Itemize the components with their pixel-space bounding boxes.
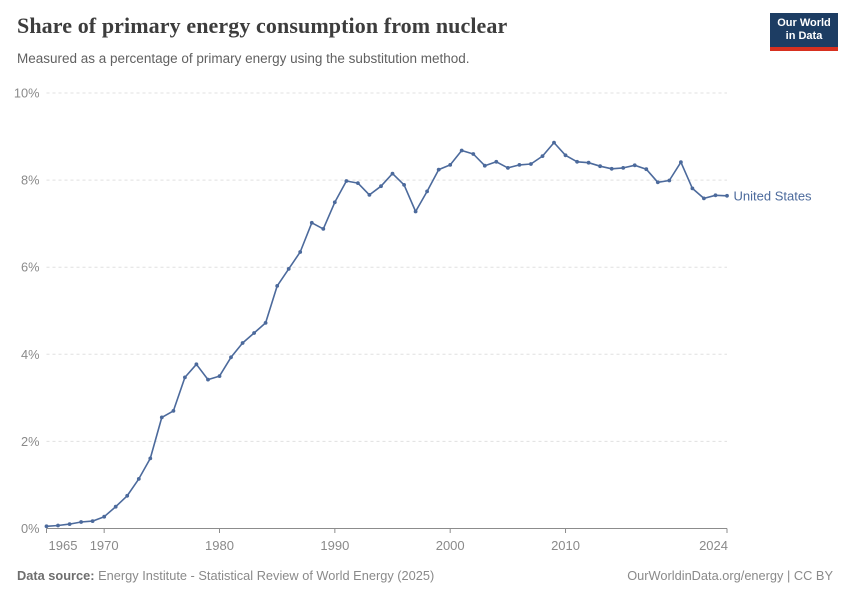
data-point-1973[interactable] bbox=[136, 477, 141, 481]
data-point-2011[interactable] bbox=[575, 159, 579, 164]
data-point-1983[interactable] bbox=[252, 331, 256, 335]
owid-logo-line1: Our World bbox=[777, 17, 831, 29]
data-point-1991[interactable] bbox=[344, 179, 349, 183]
data-point-2016[interactable] bbox=[632, 163, 637, 168]
data-point-1967[interactable] bbox=[67, 522, 72, 526]
y-tick-label-10: 10% bbox=[14, 86, 40, 101]
series-line-united-states[interactable] bbox=[45, 141, 728, 528]
data-point-1976[interactable] bbox=[171, 409, 176, 413]
x-tick-label-2010: 2010 bbox=[551, 538, 580, 553]
y-tick-label-8: 8% bbox=[21, 173, 40, 188]
data-source-text: Energy Institute - Statistical Review of… bbox=[94, 568, 435, 583]
data-point-1981[interactable] bbox=[229, 355, 233, 360]
data-point-2009[interactable] bbox=[552, 140, 556, 145]
data-point-2007[interactable] bbox=[529, 162, 533, 166]
y-tick-label-6: 6% bbox=[21, 260, 40, 275]
data-point-2019[interactable] bbox=[667, 178, 672, 183]
data-point-1994[interactable] bbox=[379, 184, 383, 189]
data-point-2023[interactable] bbox=[713, 193, 718, 198]
data-point-2002[interactable] bbox=[471, 152, 476, 156]
owid-credit-link[interactable]: OurWorldinData.org/energy | CC BY bbox=[627, 568, 833, 583]
data-point-1975[interactable] bbox=[159, 415, 164, 420]
data-point-1987[interactable] bbox=[298, 250, 303, 254]
y-tick-label-2: 2% bbox=[21, 434, 40, 449]
data-point-1998[interactable] bbox=[425, 189, 429, 194]
data-point-1992[interactable] bbox=[356, 181, 360, 186]
data-point-1979[interactable] bbox=[206, 377, 210, 382]
data-point-1988[interactable] bbox=[309, 220, 314, 225]
data-point-1984[interactable] bbox=[263, 321, 268, 325]
data-point-1982[interactable] bbox=[240, 341, 245, 345]
data-point-2014[interactable] bbox=[609, 166, 614, 171]
data-point-2018[interactable] bbox=[655, 180, 660, 185]
data-point-2003[interactable] bbox=[482, 163, 487, 168]
data-point-2020[interactable] bbox=[679, 160, 683, 165]
data-point-1965[interactable] bbox=[44, 524, 49, 529]
owid-logo-line2: in Data bbox=[785, 30, 823, 42]
x-tick-label-1965: 1965 bbox=[49, 538, 78, 553]
owid-logo[interactable]: Our World in Data bbox=[770, 13, 838, 51]
data-point-1969[interactable] bbox=[90, 519, 95, 523]
series-end-label[interactable]: United States bbox=[734, 188, 813, 203]
y-tick-label-4: 4% bbox=[21, 347, 40, 362]
data-point-1971[interactable] bbox=[113, 504, 118, 509]
data-point-2008[interactable] bbox=[540, 154, 545, 159]
data-point-1970[interactable] bbox=[102, 514, 107, 519]
data-point-1995[interactable] bbox=[390, 171, 395, 176]
data-point-1985[interactable] bbox=[275, 284, 280, 288]
data-point-2000[interactable] bbox=[448, 163, 453, 167]
data-point-1972[interactable] bbox=[125, 493, 130, 498]
data-point-2004[interactable] bbox=[494, 159, 499, 164]
data-point-1966[interactable] bbox=[56, 523, 60, 528]
data-source-label: Data source: bbox=[17, 568, 95, 583]
data-point-2010[interactable] bbox=[563, 153, 568, 158]
data-point-2012[interactable] bbox=[586, 160, 591, 165]
data-source-note: Data source: Energy Institute - Statisti… bbox=[17, 568, 434, 583]
data-point-2005[interactable] bbox=[506, 166, 510, 170]
data-point-1999[interactable] bbox=[436, 167, 441, 172]
data-point-2013[interactable] bbox=[598, 164, 602, 169]
data-point-2024[interactable] bbox=[725, 193, 729, 198]
x-tick-label-2024: 2024 bbox=[699, 538, 728, 553]
page-subtitle: Measured as a percentage of primary ener… bbox=[17, 51, 470, 66]
data-point-2006[interactable] bbox=[517, 163, 522, 167]
data-point-1990[interactable] bbox=[332, 200, 337, 205]
x-tick-label-1970: 1970 bbox=[90, 538, 119, 553]
data-point-1978[interactable] bbox=[194, 362, 199, 367]
data-point-1974[interactable] bbox=[148, 456, 153, 461]
data-point-1977[interactable] bbox=[183, 375, 187, 380]
data-point-2021[interactable] bbox=[690, 186, 695, 191]
page-title: Share of primary energy consumption from… bbox=[17, 13, 508, 38]
data-point-1986[interactable] bbox=[286, 267, 291, 271]
data-point-2015[interactable] bbox=[621, 166, 626, 170]
data-point-1993[interactable] bbox=[367, 193, 372, 197]
data-point-2001[interactable] bbox=[459, 148, 464, 153]
data-point-1968[interactable] bbox=[79, 520, 83, 524]
y-tick-label-0: 0% bbox=[21, 521, 40, 536]
x-tick-label-1990: 1990 bbox=[320, 538, 349, 553]
data-point-2017[interactable] bbox=[644, 167, 649, 172]
data-point-2022[interactable] bbox=[702, 196, 706, 201]
x-tick-label-2000: 2000 bbox=[436, 538, 465, 553]
data-point-1997[interactable] bbox=[413, 209, 418, 214]
data-point-1989[interactable] bbox=[321, 227, 326, 231]
data-point-1980[interactable] bbox=[217, 374, 222, 378]
x-tick-label-1980: 1980 bbox=[205, 538, 234, 553]
data-point-1996[interactable] bbox=[402, 183, 406, 187]
